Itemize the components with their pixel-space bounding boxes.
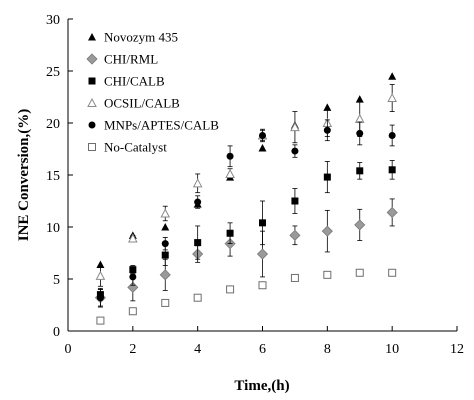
legend-marker xyxy=(88,143,96,151)
data-point xyxy=(388,268,397,277)
data-point xyxy=(259,219,266,227)
data-point xyxy=(290,273,299,282)
data-point xyxy=(356,167,364,175)
data-point xyxy=(291,147,299,155)
data-point xyxy=(96,316,105,325)
data-point xyxy=(160,208,171,218)
y-axis-title: INE Conversion,(%) xyxy=(16,109,32,242)
y-tick-label: 10 xyxy=(46,221,60,236)
data-point xyxy=(323,103,332,111)
y-tick-label: 25 xyxy=(46,65,60,80)
legend-label: No-Catalyst xyxy=(104,140,167,155)
data-point xyxy=(386,206,398,219)
data-point xyxy=(387,92,397,103)
legend-label: CHI/CALB xyxy=(104,74,165,89)
data-point xyxy=(323,270,332,279)
legend-marker xyxy=(88,121,96,129)
series-layer xyxy=(94,72,398,325)
data-point xyxy=(259,131,266,139)
data-point xyxy=(256,248,269,260)
data-point xyxy=(388,131,396,139)
data-point xyxy=(161,251,169,259)
data-point xyxy=(194,239,202,247)
data-point xyxy=(355,95,364,103)
x-tick-label: 0 xyxy=(65,342,72,357)
data-point xyxy=(129,273,137,281)
data-point xyxy=(226,285,235,294)
data-point xyxy=(225,168,235,178)
data-point xyxy=(354,113,365,123)
data-point xyxy=(226,152,234,160)
x-axis-title: Time,(h) xyxy=(234,378,289,394)
x-tick-label: 6 xyxy=(259,342,266,357)
data-point xyxy=(161,298,170,307)
data-point xyxy=(291,197,299,205)
x-tick-label: 10 xyxy=(385,342,399,357)
series-chi-rml xyxy=(94,198,398,307)
series-ocsil-calb xyxy=(95,84,397,287)
data-point xyxy=(388,166,396,174)
x-tick-label: 4 xyxy=(194,342,201,357)
axes: 0 5 10 15 20 25 30 0 2 4 6 8 10 12 xyxy=(46,13,464,357)
legend: Novozym 435 CHI/RML CHI/CALB OCSIL/CALB MNPs… xyxy=(86,30,219,155)
legend-label: OCSIL/CALB xyxy=(104,96,180,111)
y-tick-label: 30 xyxy=(46,13,60,28)
legend-marker xyxy=(87,97,97,107)
legend-label: Novozym 435 xyxy=(104,30,178,45)
data-point xyxy=(159,269,171,281)
x-tick-label: 12 xyxy=(450,342,464,357)
data-point xyxy=(289,229,301,241)
legend-label: CHI/RML xyxy=(104,52,158,67)
y-tick-label: 15 xyxy=(46,169,60,184)
data-point xyxy=(192,178,203,188)
data-point xyxy=(127,281,139,293)
data-point xyxy=(258,281,267,290)
data-point xyxy=(194,198,202,206)
data-point xyxy=(355,268,364,277)
data-point xyxy=(321,225,333,237)
data-point xyxy=(388,72,397,80)
data-point xyxy=(323,173,331,181)
series-chi-calb xyxy=(96,160,396,301)
legend-label: MNPs/APTES/CALB xyxy=(104,118,219,133)
x-tick-label: 8 xyxy=(324,342,331,357)
data-point xyxy=(95,270,106,280)
y-tick-label: 0 xyxy=(53,325,60,340)
data-point xyxy=(258,143,267,152)
data-point xyxy=(161,223,170,231)
data-point xyxy=(290,122,300,132)
data-point xyxy=(226,229,234,237)
series-mnps-aptes-calb xyxy=(96,119,396,308)
legend-marker xyxy=(88,77,96,85)
data-point xyxy=(354,219,366,231)
data-point xyxy=(356,129,364,137)
data-point xyxy=(96,260,105,268)
data-point xyxy=(128,307,137,316)
data-point xyxy=(323,126,331,134)
x-tick-label: 2 xyxy=(129,342,136,357)
legend-marker xyxy=(86,53,98,65)
legend-marker xyxy=(88,33,96,41)
data-point xyxy=(127,233,138,243)
series-no-catalyst xyxy=(96,268,397,325)
y-tick-label: 5 xyxy=(53,273,60,288)
y-tick-label: 20 xyxy=(46,117,60,132)
data-point xyxy=(96,294,104,302)
data-point xyxy=(193,293,202,302)
data-point xyxy=(161,240,169,248)
